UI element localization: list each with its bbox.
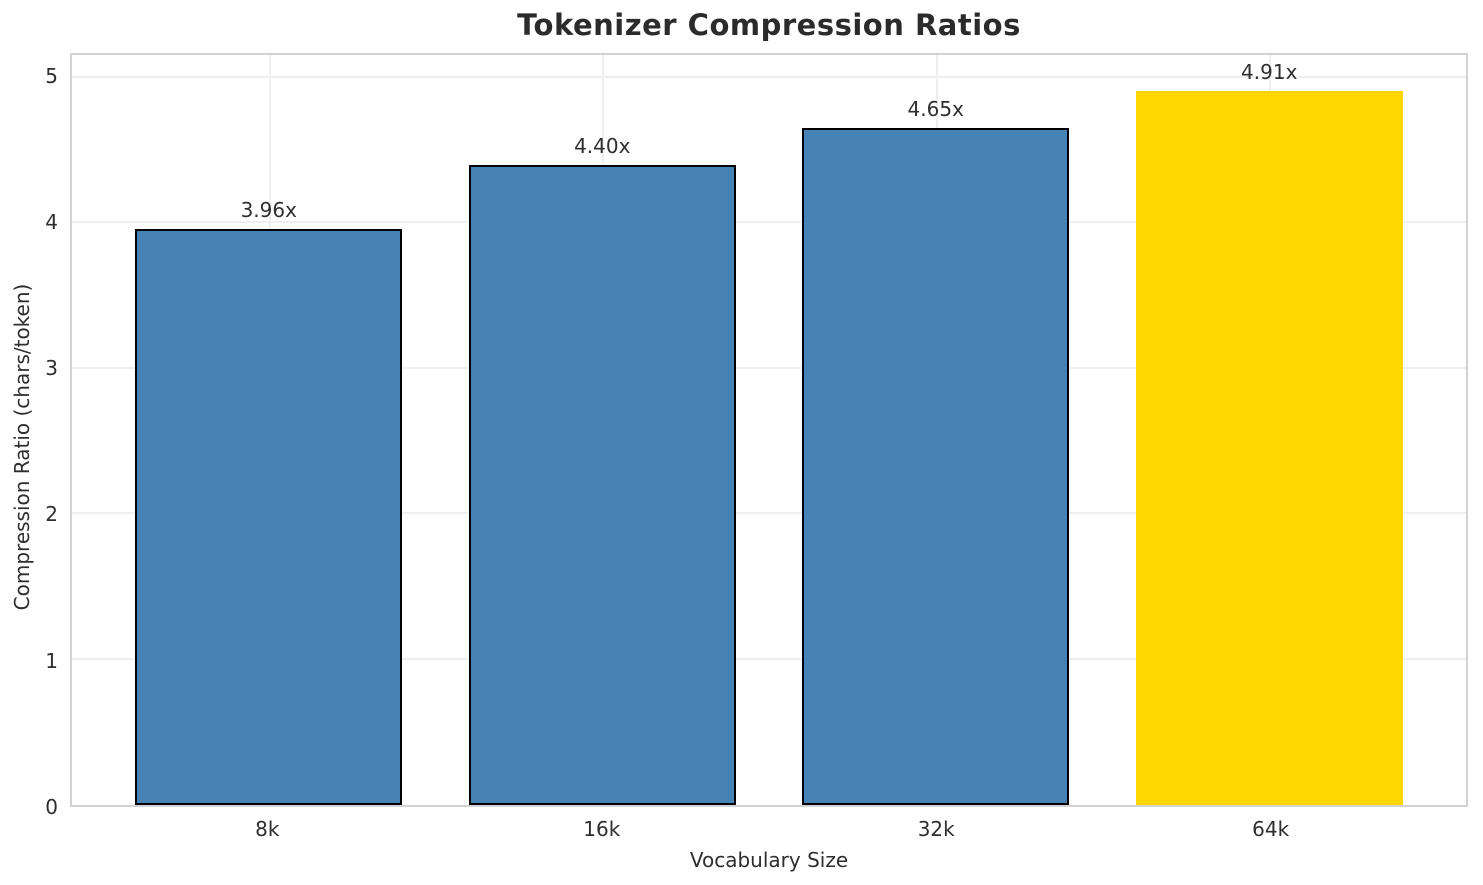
y-gridline	[72, 512, 1466, 515]
bar-16k	[468, 164, 736, 805]
y-tick-label: 0	[45, 795, 58, 819]
y-gridline	[72, 366, 1466, 369]
x-tick-label: 16k	[583, 817, 621, 841]
chart-title: Tokenizer Compression Ratios	[517, 8, 1021, 42]
plot-area: 3.96x 4.40x 4.65x 4.91x	[70, 53, 1468, 807]
y-gridline	[72, 75, 1466, 78]
y-tick-label: 1	[45, 648, 58, 673]
x-tick-label: 64k	[1252, 817, 1290, 841]
bar-value-label: 4.65x	[907, 97, 964, 122]
y-tick-labels: 0 1 2 3 4 5	[0, 53, 58, 819]
y-gridline	[72, 221, 1466, 224]
x-axis-label: Vocabulary Size	[689, 848, 849, 872]
x-tick-labels: 8k 16k 32k 64k	[70, 817, 1468, 845]
bar-value-label: 4.40x	[574, 133, 631, 158]
bar-8k	[135, 228, 403, 805]
x-tick-label: 8k	[255, 817, 280, 841]
bar-value-label: 4.91x	[1241, 59, 1298, 84]
y-tick-label: 3	[45, 356, 58, 381]
x-tick-label: 32k	[917, 817, 955, 841]
bar-64k	[1135, 90, 1403, 805]
y-tick-label: 4	[45, 209, 58, 234]
y-tick-label: 2	[45, 502, 58, 527]
y-tick-label: 5	[45, 63, 58, 88]
y-gridline	[72, 657, 1466, 660]
bar-value-label: 3.96x	[240, 197, 297, 222]
bar-32k	[802, 128, 1070, 805]
